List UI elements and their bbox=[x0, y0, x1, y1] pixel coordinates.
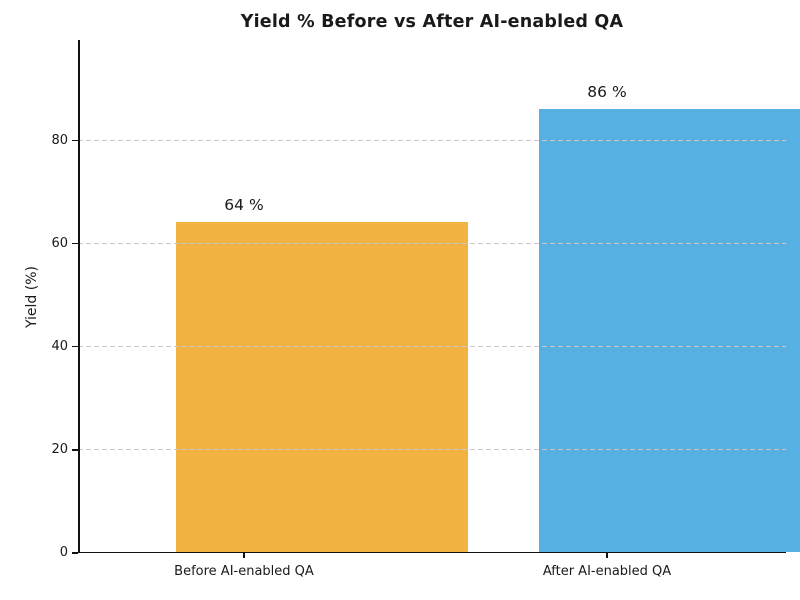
y-tick-label-80: 80 bbox=[51, 132, 68, 148]
bar-after-ai-enabled-qa bbox=[539, 108, 800, 552]
x-axis-spine bbox=[78, 551, 786, 553]
bar-before-ai-enabled-qa bbox=[176, 222, 468, 552]
y-tick-mark-0 bbox=[72, 552, 78, 554]
x-tick-label-after-ai-enabled-qa: After AI-enabled QA bbox=[542, 564, 672, 579]
y-tick-label-0: 0 bbox=[59, 545, 68, 560]
y-tick-mark-20 bbox=[72, 449, 78, 451]
gridline-y-20 bbox=[78, 449, 786, 451]
y-axis-spine bbox=[78, 40, 80, 553]
y-tick-mark-80 bbox=[72, 139, 78, 142]
gridline-y-60 bbox=[78, 243, 786, 245]
plot-area: 64 % 86 % bbox=[78, 40, 800, 553]
gridline-y-40 bbox=[78, 346, 786, 348]
x-tick-mark-after-ai-enabled-qa bbox=[606, 553, 608, 558]
y-tick-mark-40 bbox=[72, 346, 78, 348]
y-tick-mark-60 bbox=[72, 243, 78, 245]
y-tick-label-60: 60 bbox=[51, 235, 68, 251]
bar-value-label-after-ai-enabled-qa: 86 % bbox=[587, 82, 627, 101]
x-tick-mark-before-ai-enabled-qa bbox=[243, 553, 245, 558]
chart-title: Yield % Before vs After AI-enabled QA bbox=[240, 12, 624, 32]
gridline-y-80 bbox=[78, 140, 786, 142]
x-tick-label-before-ai-enabled-qa: Before AI-enabled QA bbox=[174, 564, 314, 579]
y-tick-label-40: 40 bbox=[51, 338, 68, 354]
y-tick-label-20: 20 bbox=[51, 441, 68, 457]
bar-value-label-before-ai-enabled-qa: 64 % bbox=[224, 196, 264, 215]
